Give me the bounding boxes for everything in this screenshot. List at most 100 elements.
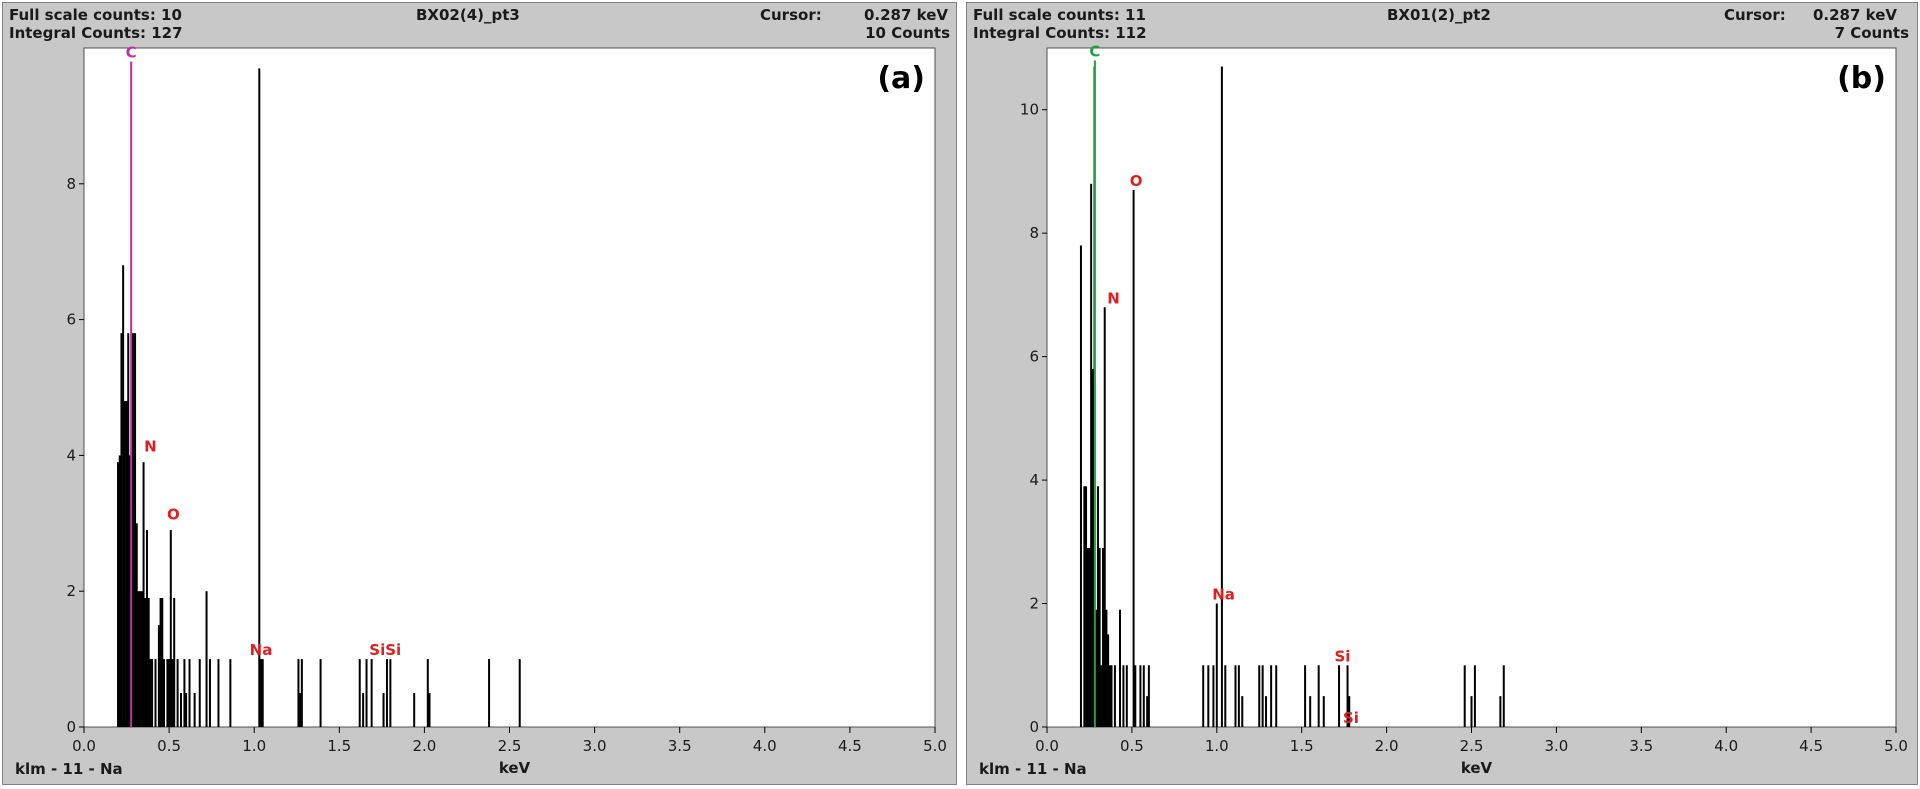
- spectrum-bar: [180, 693, 183, 727]
- spectrum-bar: [176, 659, 179, 727]
- x-tick-label: 2.5: [498, 737, 522, 755]
- x-tick-label: 4.5: [1799, 737, 1823, 755]
- spectrum-bar: [127, 333, 130, 727]
- element-marker-label: O: [1130, 172, 1143, 190]
- spectrum-bar: [1473, 665, 1476, 727]
- spectrum-bar: [488, 659, 491, 727]
- element-marker-label: Si: [1334, 647, 1350, 665]
- spectrum-plot-b[interactable]: 0.0 0.5 1.0 1.5 2.0 2.5 3.0 3.5 4.0 4.5 5.0 0 2 4 6 8 10…: [967, 3, 1918, 785]
- spectrum-bar: [132, 333, 135, 727]
- spectrum-bar: [208, 659, 211, 727]
- spectrum-bar: [389, 659, 392, 727]
- x-tick-label: 5.0: [1884, 737, 1908, 755]
- y-tick-label: 8: [66, 175, 76, 193]
- x-axis-label: keV: [1461, 759, 1493, 777]
- spectrum-bar: [144, 597, 147, 727]
- x-tick-label: 3.5: [668, 737, 692, 755]
- spectrum-bar: [128, 455, 131, 727]
- plot-area: [83, 47, 936, 728]
- y-tick-label: 0: [1029, 718, 1039, 736]
- spectrum-bar: [168, 659, 171, 727]
- x-tick-label: 2.0: [1375, 737, 1399, 755]
- spectrum-bar: [1105, 609, 1108, 727]
- spectrum-bar: [1102, 547, 1105, 727]
- spectrum-bar: [188, 659, 191, 727]
- spectrum-bar: [365, 659, 368, 727]
- spectrum-bar: [413, 693, 416, 727]
- spectrum-bar: [300, 659, 303, 727]
- x-tick-label: 2.5: [1460, 737, 1484, 755]
- x-tick-label: 3.0: [1544, 737, 1568, 755]
- spectrum-bar: [1215, 603, 1218, 727]
- spectrum-bar: [319, 659, 322, 727]
- integral-counts: Integral Counts: 112: [973, 24, 1147, 42]
- spectrum-bar: [161, 597, 164, 727]
- spectrum-bar: [1237, 665, 1240, 727]
- x-tick-label: 4.0: [753, 737, 777, 755]
- spectrum-bar: [1202, 665, 1205, 727]
- spectrum-bar: [1346, 665, 1349, 727]
- spectrum-bar: [1096, 486, 1099, 727]
- spectrum-bar: [1122, 665, 1125, 727]
- spectrum-bar: [145, 530, 148, 727]
- full-scale-counts: Full scale counts: 10: [9, 6, 182, 24]
- spectrum-bar: [122, 265, 125, 727]
- spectrum-plot-a[interactable]: 0.0 0.5 1.0 1.5 2.0 2.5 3.0 3.5 4.0 4.5 5.0 0 2 4 6 8 ke…: [3, 3, 957, 785]
- spectrum-panel-b: Full scale counts: 11 Integral Counts: 1…: [966, 2, 1918, 785]
- spectrum-bar: [1470, 696, 1473, 727]
- x-tick-label: 0.0: [72, 737, 96, 755]
- spectrum-bar: [1110, 665, 1113, 727]
- spectrum-bar: [1317, 665, 1320, 727]
- y-tick-label: 4: [1029, 471, 1039, 489]
- spectrum-bar: [1265, 696, 1268, 727]
- spectrum-bar: [139, 591, 142, 727]
- spectrum-bar: [205, 591, 208, 727]
- counts-readout: 7 Counts: [1834, 24, 1909, 42]
- spectrum-bar: [198, 659, 201, 727]
- spectrum-bar: [123, 401, 126, 727]
- element-marker-label: N: [144, 437, 157, 455]
- spectrum-bar: [297, 659, 300, 727]
- spectrum-bar: [1234, 665, 1237, 727]
- x-tick-label: 3.5: [1629, 737, 1653, 755]
- spectrum-bar: [157, 625, 160, 727]
- x-tick-label: 0.5: [157, 737, 181, 755]
- spectrum-bar: [1309, 696, 1312, 727]
- spectrum-bar: [1270, 665, 1273, 727]
- spectrum-bar: [171, 659, 174, 727]
- x-tick-label: 3.0: [583, 737, 607, 755]
- spectrum-bar: [1125, 665, 1128, 727]
- spectrum-bar: [258, 68, 261, 728]
- cursor-label: Cursor:: [760, 6, 822, 24]
- spectrum-bar: [1258, 665, 1261, 727]
- spectrum-bar: [173, 597, 176, 727]
- spectrum-bar: [428, 693, 431, 727]
- element-marker-label: O: [167, 505, 180, 523]
- y-tick-label: 2: [1029, 595, 1039, 613]
- spectrum-bar: [125, 401, 128, 727]
- x-tick-label: 1.5: [327, 737, 351, 755]
- spectrum-bar: [1090, 183, 1093, 728]
- element-marker-label: C: [1089, 42, 1100, 60]
- spectrum-bar: [159, 597, 162, 727]
- plot-area: [1046, 47, 1897, 728]
- spectrum-bar: [1322, 696, 1325, 727]
- x-tick-label: 0.5: [1120, 737, 1144, 755]
- spectrum-bar: [1098, 547, 1101, 727]
- x-tick-label: 4.5: [838, 737, 862, 755]
- spectrum-bar: [1348, 696, 1351, 727]
- spectrum-bar: [1224, 665, 1227, 727]
- x-tick-label: 5.0: [923, 737, 947, 755]
- spectrum-bar: [1100, 665, 1103, 727]
- spectrum-bar: [120, 333, 123, 727]
- spectrum-bar: [183, 659, 186, 727]
- spectrum-bar: [151, 659, 154, 727]
- spectrum-bar: [1095, 609, 1098, 727]
- spectrum-bar: [1220, 66, 1223, 727]
- spectrum-bar: [1338, 665, 1341, 727]
- spectrum-bar: [518, 659, 521, 727]
- spectrum-panel-a: Full scale counts: 10 Integral Counts: 1…: [2, 2, 957, 785]
- cursor-value: 0.287 keV: [1812, 6, 1897, 24]
- spectrum-bar: [358, 659, 361, 727]
- spectrum-bar: [166, 659, 169, 727]
